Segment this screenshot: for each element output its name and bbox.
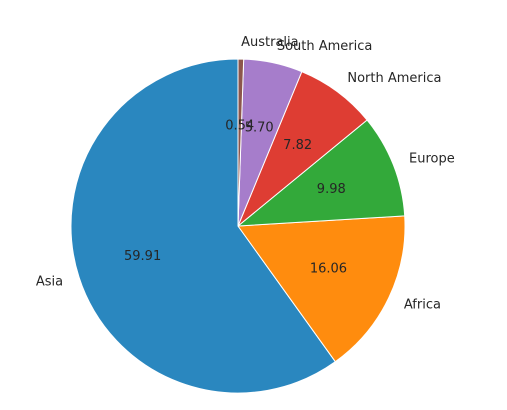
category-label-asia: Asia (36, 275, 63, 290)
category-label-australia: Australia (241, 35, 299, 50)
value-label-europe: 9.98 (317, 182, 346, 197)
category-label-europe: Europe (409, 151, 455, 166)
value-label-north-america: 7.82 (283, 138, 312, 153)
category-label-africa: Africa (404, 297, 441, 312)
category-label-north-america: North America (347, 71, 441, 86)
pie-slice-europe (237, 119, 406, 227)
value-label-africa: 16.06 (310, 262, 347, 277)
pie-slice-asia (70, 58, 336, 394)
pie-slices (70, 58, 406, 394)
pie-slice-africa (237, 215, 406, 363)
value-label-asia: 59.91 (124, 249, 161, 264)
pie-labels: 59.91 Asia 16.06 Africa 9.98 Europe 7.82 North … (36, 35, 455, 313)
category-label-south-america: South America (277, 39, 373, 54)
pie-slice-australia (237, 58, 245, 227)
value-label-south-america: 5.70 (245, 121, 274, 136)
value-label-australia: 0.54 (225, 118, 254, 133)
